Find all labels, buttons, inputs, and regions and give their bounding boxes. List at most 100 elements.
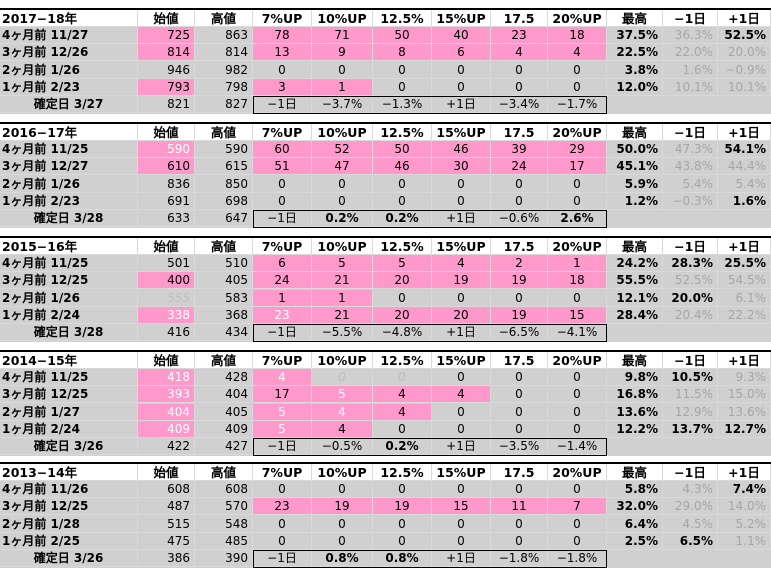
column-header: 最高 <box>607 238 663 255</box>
data-cell: 0 <box>548 289 607 307</box>
data-cell: 10.5% <box>663 369 718 387</box>
data-cell: 25.5% <box>718 255 771 273</box>
data-cell: 7.4% <box>718 481 771 499</box>
column-header: 7%UP <box>253 124 312 141</box>
data-cell: 6 <box>432 44 491 62</box>
table-row: 3ヶ月前 12/26 814 814 13 9 8 6 4 4 22.5% 22.0% 20.0% <box>0 44 771 62</box>
column-header: −1日 <box>663 352 718 369</box>
column-header: 最高 <box>607 10 663 27</box>
data-cell: 0 <box>253 532 312 550</box>
final-cell: 434 <box>195 324 253 341</box>
data-cell: 793 <box>138 78 195 96</box>
data-cell: 798 <box>195 78 253 96</box>
final-cell: −1日 <box>253 438 312 455</box>
data-cell: 0 <box>432 369 491 387</box>
final-cell: −0.6% <box>491 210 548 227</box>
data-cell: 814 <box>195 44 253 62</box>
data-cell: 8 <box>373 44 432 62</box>
data-cell: 24 <box>253 272 312 290</box>
data-cell: 0 <box>548 532 607 550</box>
final-row: 確定日 3/28 633 647 −1日 0.2% 0.2% +1日 −0.6% 2.6% <box>0 210 771 227</box>
final-cell: 0.8% <box>312 550 373 567</box>
data-cell: 22.5% <box>607 44 663 62</box>
data-cell: 409 <box>138 420 195 438</box>
block-top-border <box>0 236 771 238</box>
data-cell: 24 <box>491 158 548 176</box>
column-header: −1日 <box>663 124 718 141</box>
final-cell: 416 <box>138 324 195 341</box>
data-cell: 0 <box>373 369 432 387</box>
final-cell: 390 <box>195 550 253 567</box>
data-cell: 39 <box>491 141 548 159</box>
data-cell: 51 <box>253 158 312 176</box>
data-cell: 0 <box>312 515 373 533</box>
data-cell: 1 <box>548 255 607 273</box>
column-header: 17.5 <box>491 464 548 481</box>
data-cell: 0 <box>491 386 548 404</box>
data-cell: 0 <box>432 481 491 499</box>
data-cell: 15.0% <box>718 386 771 404</box>
data-cell: 691 <box>138 192 195 210</box>
data-cell: 0 <box>373 532 432 550</box>
column-header: 10%UP <box>312 10 373 27</box>
data-cell: 0 <box>253 61 312 79</box>
data-cell: 608 <box>138 481 195 499</box>
column-header: 高値 <box>195 464 253 481</box>
row-label: 4ヶ月前 11/25 <box>0 369 138 387</box>
column-header: 7%UP <box>253 10 312 27</box>
data-cell: 29.0% <box>663 498 718 516</box>
data-cell: 0 <box>548 61 607 79</box>
data-cell: 0 <box>491 515 548 533</box>
table-row: 1ヶ月前 2/25 475 485 0 0 0 0 0 0 2.5% 6.5% 1.1% <box>0 532 771 550</box>
row-label: 2ヶ月前 1/26 <box>0 289 138 307</box>
data-cell: 3.8% <box>607 61 663 79</box>
data-cell: 428 <box>195 369 253 387</box>
column-header: +1日 <box>718 124 771 141</box>
data-cell: 11.5% <box>663 386 718 404</box>
column-header: 20%UP <box>548 10 607 27</box>
header-row: 2014−15年 始値 高値 7%UP 10%UP 12.5% 15%UP 17.5 20%UP… <box>0 352 771 369</box>
row-label: 2ヶ月前 1/26 <box>0 175 138 193</box>
data-cell: 4 <box>312 420 373 438</box>
column-header: +1日 <box>718 352 771 369</box>
data-cell: 12.1% <box>607 289 663 307</box>
data-cell: 487 <box>138 498 195 516</box>
data-cell: 19 <box>491 306 548 324</box>
column-header: 最高 <box>607 124 663 141</box>
column-header: 始値 <box>138 124 195 141</box>
data-cell: 3 <box>253 78 312 96</box>
data-cell: 54.1% <box>718 141 771 159</box>
data-cell: 0 <box>373 481 432 499</box>
data-cell: 5.8% <box>607 481 663 499</box>
data-cell: 12.0% <box>607 78 663 96</box>
row-label: 2ヶ月前 1/27 <box>0 403 138 421</box>
column-header: −1日 <box>663 10 718 27</box>
data-cell: −0.9% <box>718 61 771 79</box>
data-cell: −0.3% <box>663 192 718 210</box>
data-cell: 71 <box>312 27 373 45</box>
data-cell: 37.5% <box>607 27 663 45</box>
final-cell: 827 <box>195 96 253 113</box>
data-cell: 548 <box>195 515 253 533</box>
data-cell: 13 <box>253 44 312 62</box>
data-cell: 20 <box>373 306 432 324</box>
column-header: 10%UP <box>312 464 373 481</box>
row-label: 3ヶ月前 12/25 <box>0 498 138 516</box>
row-label: 2ヶ月前 1/26 <box>0 61 138 79</box>
row-label: 1ヶ月前 2/24 <box>0 420 138 438</box>
year-label: 2017−18年 <box>0 10 138 27</box>
data-cell: 0 <box>432 175 491 193</box>
column-header: 12.5% <box>373 352 432 369</box>
data-cell: 50.0% <box>607 141 663 159</box>
final-cell: +1日 <box>432 438 491 455</box>
data-cell: 814 <box>138 44 195 62</box>
column-header: 15%UP <box>432 238 491 255</box>
final-label: 確定日 3/27 <box>0 96 138 113</box>
data-cell: 23 <box>253 498 312 516</box>
data-cell: 836 <box>138 175 195 193</box>
final-cell: 2.6% <box>548 210 607 227</box>
data-cell: 0 <box>491 61 548 79</box>
data-cell: 40 <box>432 27 491 45</box>
table-row: 2ヶ月前 1/27 404 405 5 4 4 0 0 0 13.6% 12.9% 13.6% <box>0 403 771 421</box>
column-header: 高値 <box>195 352 253 369</box>
